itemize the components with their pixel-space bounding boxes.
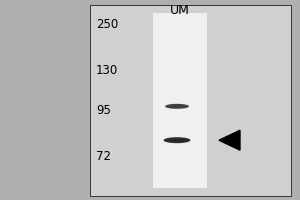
Ellipse shape: [169, 139, 185, 141]
Text: 250: 250: [96, 18, 118, 31]
Ellipse shape: [165, 104, 189, 109]
Polygon shape: [219, 130, 240, 150]
Ellipse shape: [164, 137, 190, 143]
Text: 130: 130: [96, 64, 118, 77]
Text: 95: 95: [96, 104, 111, 117]
Bar: [90, 5, 291, 196]
Text: UM: UM: [170, 4, 190, 17]
Ellipse shape: [170, 105, 184, 107]
Bar: [153, 13, 207, 188]
Text: 72: 72: [96, 150, 111, 163]
